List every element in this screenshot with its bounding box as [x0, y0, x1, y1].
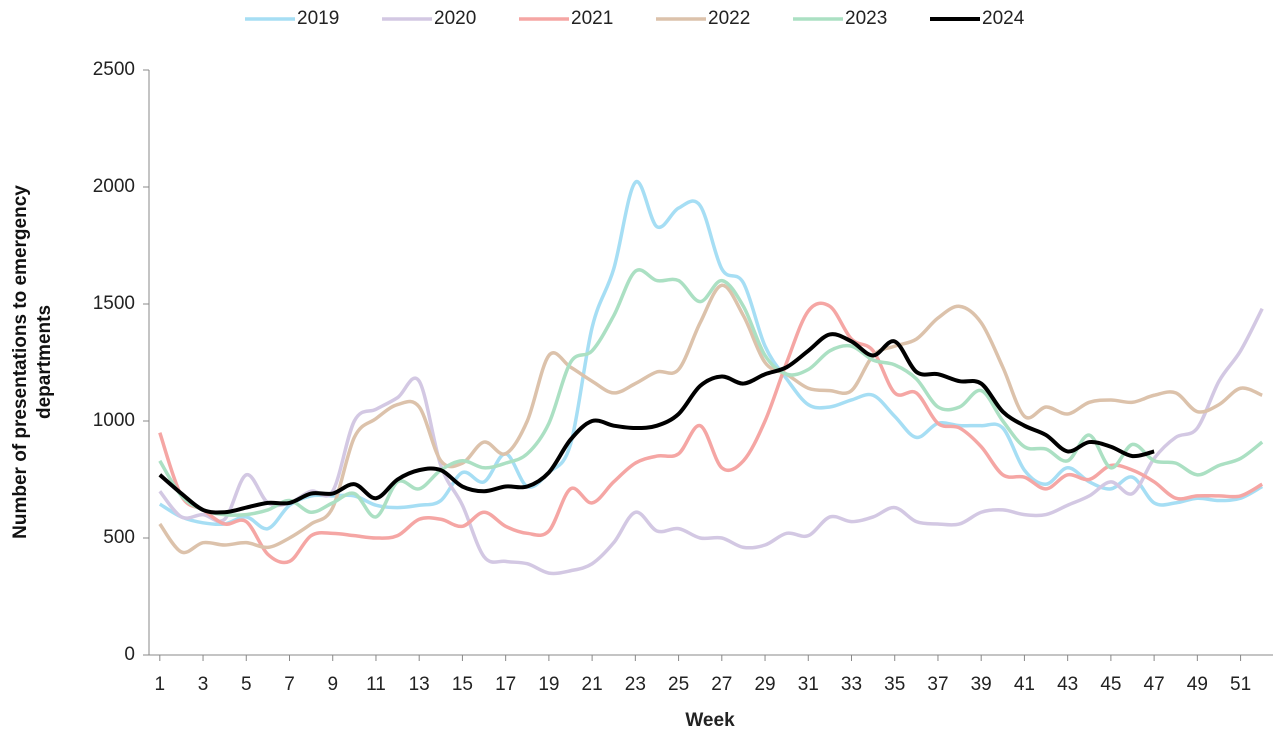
- x-tick-label: 41: [1014, 674, 1035, 695]
- x-tick-label: 7: [284, 674, 295, 695]
- legend-label: 2022: [708, 8, 750, 29]
- x-tick-label: 39: [971, 674, 992, 695]
- y-tick-label: 1500: [93, 293, 135, 314]
- series-line: [158, 332, 1155, 515]
- series-line: [158, 283, 1263, 555]
- x-tick-label: 23: [625, 674, 646, 695]
- x-tick-label: 45: [1100, 674, 1121, 695]
- legend-label: 2020: [434, 8, 476, 29]
- legend-label: 2024: [982, 8, 1025, 29]
- x-tick-label: 31: [798, 674, 819, 695]
- x-tick-label: 13: [409, 674, 430, 695]
- y-tick-label: 2500: [93, 59, 135, 80]
- y-tick-label: 0: [124, 644, 135, 665]
- x-tick-label: 5: [241, 674, 252, 695]
- x-tick-label: 25: [668, 674, 689, 695]
- x-axis-title: Week: [685, 710, 735, 731]
- x-tick-label: 1: [155, 674, 166, 695]
- x-tick-label: 19: [538, 674, 559, 695]
- series-line: [158, 268, 1264, 519]
- x-tick-label: 49: [1187, 674, 1208, 695]
- y-tick-label: 500: [103, 527, 135, 548]
- x-tick-label: 35: [884, 674, 905, 695]
- x-tick-label: 17: [495, 674, 516, 695]
- legend-label: 2021: [571, 8, 613, 29]
- series-line: [158, 301, 1264, 565]
- series-line: [158, 307, 1264, 576]
- x-tick-label: 29: [754, 674, 775, 695]
- x-tick-label: 47: [1144, 674, 1165, 695]
- x-tick-label: 27: [711, 674, 732, 695]
- x-tick-label: 33: [841, 674, 862, 695]
- x-tick-label: 11: [366, 674, 386, 695]
- x-tick-label: 37: [927, 674, 948, 695]
- legend-label: 2019: [297, 8, 339, 29]
- x-tick-label: 9: [327, 674, 338, 695]
- x-tick-label: 51: [1230, 674, 1251, 695]
- x-tick-label: 3: [198, 674, 209, 695]
- x-tick-label: 21: [582, 674, 603, 695]
- y-tick-label: 1000: [93, 410, 135, 431]
- x-tick-label: 43: [1057, 674, 1078, 695]
- x-tick-label: 15: [452, 674, 473, 695]
- y-axis-title: Number of presentations to emergency dep…: [10, 185, 55, 539]
- legend-label: 2023: [845, 8, 887, 29]
- y-tick-label: 2000: [93, 176, 135, 197]
